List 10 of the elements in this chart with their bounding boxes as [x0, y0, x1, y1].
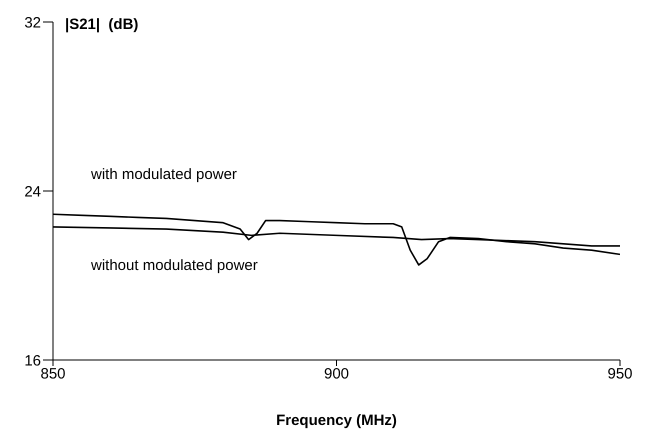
x-axis-title: Frequency (MHz) [276, 412, 397, 429]
x-tick-label: 850 [40, 366, 66, 383]
series-label: without modulated power [91, 256, 258, 274]
x-tick-label: 900 [324, 366, 350, 383]
y-tick-label: 32 [24, 14, 41, 32]
text: with modulated power [91, 166, 237, 184]
y-tick-label: 24 [24, 183, 41, 200]
x-tick-label: 950 [607, 366, 633, 383]
y-tick-label: 16 [24, 352, 41, 370]
y-axis-title: |S21| (dB) [65, 16, 138, 33]
